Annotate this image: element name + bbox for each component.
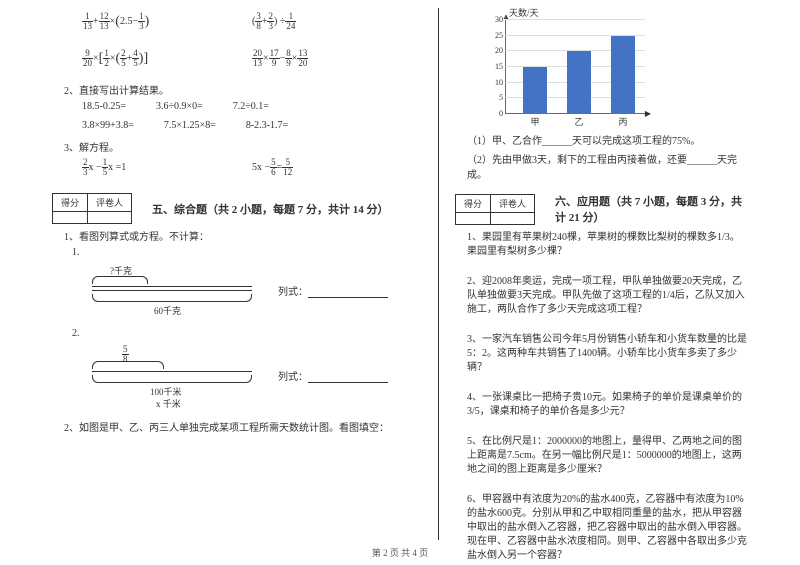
right-column: 天数/天 ▲ ▶ 0 5 10 15 20 25 30 甲 乙 丙 （1）甲、乙… xyxy=(443,8,760,540)
eq-2a: 920×[12×(25+45)] xyxy=(82,49,252,68)
eq-1b: ( 38 + 23 ) ÷ 124 xyxy=(252,12,422,31)
app-q4: 4、一张课桌比一把椅子贵10元。如果椅子的单价是课桌单价的3/5，课桌和椅子的单… xyxy=(467,391,748,419)
score-label-a6: 得分 xyxy=(456,195,491,213)
section6-title: 六、应用题（共 7 小题，每题 3 分，共计 21 分） xyxy=(555,193,748,225)
xlabel-yi: 乙 xyxy=(567,115,591,128)
arrow-right-icon: ▶ xyxy=(645,109,651,118)
equation-row-1: 113+1213×(2.5−13) ( 38 + 23 ) ÷ 124 xyxy=(82,12,422,31)
xlabel-jia: 甲 xyxy=(523,115,547,128)
equation-row-2: 920×[12×(25+45)] 2013×179−89×1320 xyxy=(82,49,422,68)
diagram2: 58 100千米 x 千米 xyxy=(92,345,262,405)
page-body: 113+1213×(2.5−13) ( 38 + 23 ) ÷ 124 920×… xyxy=(0,0,800,540)
s5-q1: 1、看图列算式或方程。不计算： xyxy=(64,228,422,243)
eq-1a: 113+1213×(2.5−13) xyxy=(82,12,252,31)
score-label-b: 评卷人 xyxy=(88,194,132,212)
q3-b: 5x − 56 = 512 xyxy=(252,158,422,177)
q2-title: 2、直接写出计算结果。 xyxy=(64,82,422,97)
left-column: 113+1213×(2.5−13) ( 38 + 23 ) ÷ 124 920×… xyxy=(40,8,434,540)
q2-2c: 8-2.3-1.7= xyxy=(246,120,288,131)
app-q3: 3、一家汽车销售公司今年5月份销售小轿车和小货车数量的比是5：2。这两种车共销售… xyxy=(467,333,748,375)
score-label-b6: 评卷人 xyxy=(491,195,535,213)
diagram1-bottom-label: 60千克 xyxy=(154,304,181,317)
app-q5: 5、在比例尺是1：2000000的地图上，量得甲、乙两地之间的图上距离是7.5c… xyxy=(467,435,748,477)
q3-a: 23 x − 15 x =1 xyxy=(82,158,252,177)
xlabel-bing: 丙 xyxy=(611,115,635,128)
q2-1c: 7.2÷0.1= xyxy=(233,101,269,112)
q3-equations: 23 x − 15 x =1 5x − 56 = 512 xyxy=(82,158,422,177)
bar-jia xyxy=(523,67,547,114)
section5-title: 五、综合题（共 2 小题，每题 7 分，共计 14 分） xyxy=(152,201,422,217)
page-footer: 第 2 页 共 4 页 xyxy=(0,546,800,559)
q2-2b: 7.5×1.25×8= xyxy=(164,120,216,131)
chart-y-title: 天数/天 xyxy=(509,6,539,19)
column-divider xyxy=(438,8,439,540)
diagram1-formula: 列式： xyxy=(278,283,388,298)
s5-q1-num2: 2. xyxy=(72,328,422,339)
section5-header: 得分评卷人 五、综合题（共 2 小题，每题 7 分，共计 14 分） xyxy=(52,193,422,224)
diagram2-formula: 列式： xyxy=(278,368,388,383)
bar-chart: 天数/天 ▲ ▶ 0 5 10 15 20 25 30 甲 乙 丙 xyxy=(475,8,655,128)
s5-q1-num1: 1. xyxy=(72,247,422,258)
diagram1-wrap: ?千克 60千克 列式： xyxy=(52,258,422,322)
eq-2b: 2013×179−89×1320 xyxy=(252,49,422,68)
s5-q2: 2、如图是甲、乙、丙三人单独完成某项工程所需天数统计图。看图填空： xyxy=(64,419,422,434)
q2-1b: 3.6÷0.9×0= xyxy=(156,101,203,112)
score-box-5: 得分评卷人 xyxy=(52,193,132,224)
app-q2: 2、迎2008年奥运，完成一项工程，甲队单独做要20天完成，乙队单独做要3天完成… xyxy=(467,275,748,317)
q2-1a: 18.5-0.25= xyxy=(82,101,126,112)
chart-q2: （2）先由甲做3天，剩下的工程由丙接着做，还要______天完成。 xyxy=(467,151,748,181)
score-label-a: 得分 xyxy=(53,194,88,212)
q2-2a: 3.8×99+3.8= xyxy=(82,120,134,131)
bar-bing xyxy=(611,36,635,114)
diagram2-wrap: 58 100千米 x 千米 列式： xyxy=(52,339,422,411)
q3-title: 3、解方程。 xyxy=(64,139,422,154)
q2-row2: 3.8×99+3.8= 7.5×1.25×8= 8-2.3-1.7= xyxy=(82,120,422,131)
section6-header: 得分评卷人 六、应用题（共 7 小题，每题 3 分，共计 21 分） xyxy=(455,193,748,225)
chart-q1: （1）甲、乙合作______天可以完成这项工程的75%。 xyxy=(467,132,748,147)
app-q1: 1、果园里有苹果树240棵，苹果树的棵数比梨树的棵数多1/3。果园里有梨树多少棵… xyxy=(467,231,748,259)
diagram1: ?千克 60千克 xyxy=(92,264,262,316)
score-box-6: 得分评卷人 xyxy=(455,194,535,225)
bar-yi xyxy=(567,51,591,114)
diagram2-x-label: x 千米 xyxy=(156,397,181,410)
q2-row1: 18.5-0.25= 3.6÷0.9×0= 7.2÷0.1= xyxy=(82,101,422,112)
